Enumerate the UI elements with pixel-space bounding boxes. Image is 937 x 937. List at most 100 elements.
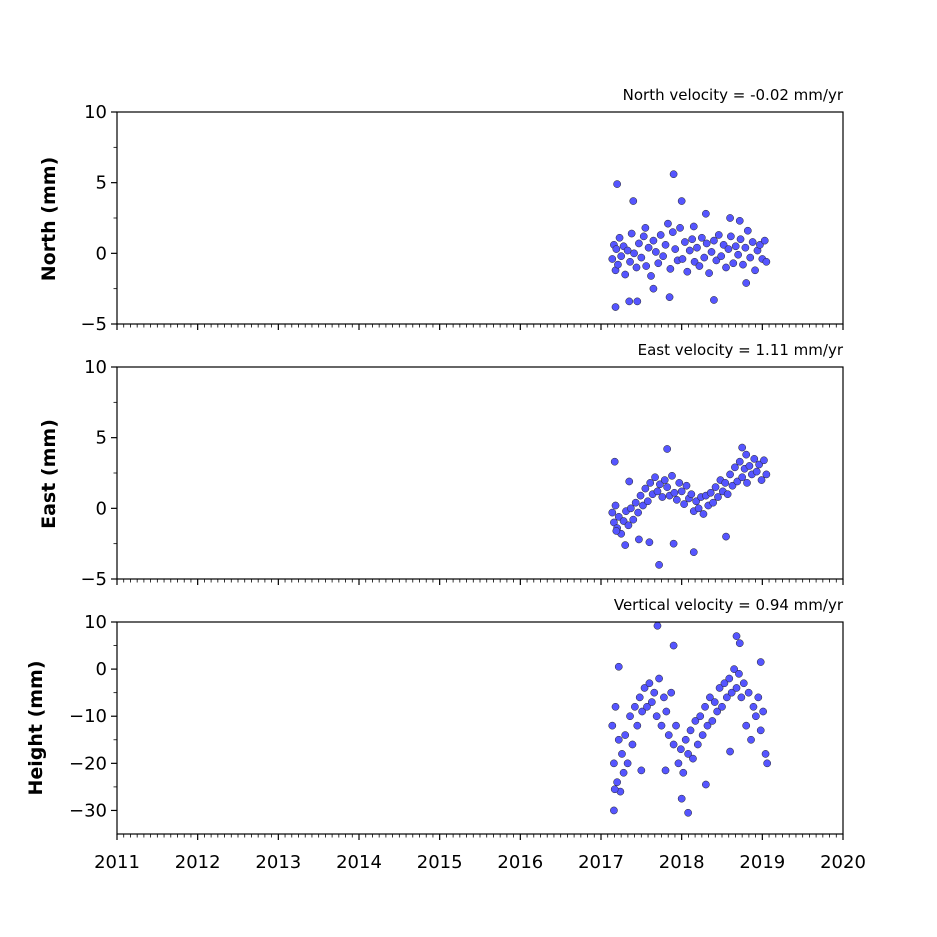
height-data-point xyxy=(610,785,619,794)
east-data-point xyxy=(663,445,672,453)
east-data-point xyxy=(634,508,642,517)
east-data-point xyxy=(636,491,645,500)
height-data-point xyxy=(686,726,695,735)
north-scatter-points xyxy=(608,170,771,311)
north-data-point xyxy=(668,228,677,236)
height-data-point xyxy=(640,684,649,692)
north-data-point xyxy=(734,250,742,259)
east-data-point xyxy=(651,473,659,482)
height-data-point xyxy=(610,806,618,815)
north-data-point xyxy=(635,239,643,248)
north-data-point xyxy=(707,248,716,256)
north-data-point xyxy=(626,257,634,266)
east-data-point xyxy=(658,493,667,501)
north-ylabel: North (mm) xyxy=(38,157,60,282)
north-data-point xyxy=(762,257,771,266)
north-data-point xyxy=(639,232,648,241)
east-data-point xyxy=(612,527,621,535)
east-data-point xyxy=(687,490,696,499)
east-data-point xyxy=(614,512,623,521)
east-data-point xyxy=(608,508,617,517)
height-data-point xyxy=(756,726,765,735)
north-data-point xyxy=(623,246,632,255)
east-data-point xyxy=(680,500,688,508)
north-data-point xyxy=(700,253,709,262)
east-data-point xyxy=(675,479,684,487)
height-xtick-label: 2019 xyxy=(739,852,785,873)
north-data-point xyxy=(719,241,728,249)
height-data-point xyxy=(669,740,678,749)
east-ytick-label: 5 xyxy=(96,428,107,449)
east-data-point xyxy=(645,538,654,547)
height-data-point xyxy=(718,702,726,711)
height-plot-frame xyxy=(116,621,844,835)
north-data-point xyxy=(760,236,769,245)
east-data-point xyxy=(689,548,698,557)
height-data-point xyxy=(726,747,734,756)
height-data-point xyxy=(720,679,729,688)
north-data-point xyxy=(702,209,710,218)
east-ytick-label: 0 xyxy=(96,498,107,519)
north-data-point xyxy=(664,219,672,228)
east-data-point xyxy=(743,479,751,487)
north-data-point xyxy=(697,233,706,242)
height-data-point xyxy=(621,731,630,739)
height-data-point xyxy=(619,768,628,777)
north-data-point xyxy=(756,241,764,249)
east-data-point xyxy=(738,443,747,452)
north-data-point xyxy=(633,297,642,306)
east-data-point xyxy=(711,483,720,491)
north-data-point xyxy=(714,231,723,239)
height-data-point xyxy=(645,679,654,688)
height-data-point xyxy=(696,712,705,721)
height-data-point xyxy=(737,693,746,702)
east-data-point xyxy=(682,481,691,490)
north-data-point xyxy=(649,284,658,293)
east-data-point xyxy=(655,561,663,569)
height-data-point xyxy=(664,731,673,739)
height-data-point xyxy=(747,735,755,744)
east-data-point xyxy=(714,493,722,501)
north-data-point xyxy=(627,229,636,238)
height-data-point xyxy=(647,698,656,706)
height-xtick-label: 2014 xyxy=(336,852,382,873)
height-data-point xyxy=(722,693,731,702)
east-data-point xyxy=(621,541,630,549)
north-data-point xyxy=(743,226,752,235)
north-ytick-label: 0 xyxy=(96,243,107,264)
height-data-point xyxy=(657,721,666,730)
north-data-point xyxy=(644,243,653,252)
east-data-point xyxy=(722,532,730,541)
height-xtick-label: 2020 xyxy=(820,852,866,873)
north-data-point xyxy=(712,256,721,265)
east-data-point xyxy=(610,457,619,466)
east-plot-frame xyxy=(116,366,844,580)
east-data-point xyxy=(631,498,640,507)
north-data-point xyxy=(621,270,630,279)
height-data-point xyxy=(669,641,678,650)
north-data-point xyxy=(612,245,621,253)
north-data-point xyxy=(736,235,745,244)
north-data-point xyxy=(705,269,713,277)
north-data-point xyxy=(625,297,634,306)
height-data-point xyxy=(608,721,617,730)
east-data-point xyxy=(706,488,715,497)
north-data-point xyxy=(748,238,757,246)
height-data-point xyxy=(618,750,626,758)
north-data-point xyxy=(724,245,733,253)
north-data-point xyxy=(689,222,698,231)
east-velocity-label: East velocity = 1.11 mm/yr xyxy=(638,341,844,359)
height-data-point xyxy=(633,721,642,730)
east-data-point xyxy=(733,477,742,486)
east-data-point xyxy=(669,539,678,548)
north-data-point xyxy=(666,265,675,273)
east-data-point xyxy=(663,483,672,491)
east-data-point xyxy=(699,510,708,518)
north-data-point xyxy=(742,279,751,287)
height-data-point xyxy=(677,745,685,754)
east-data-point xyxy=(660,476,669,484)
north-data-point xyxy=(615,233,624,242)
north-data-point xyxy=(671,245,680,253)
north-data-point xyxy=(641,224,650,232)
east-axes: −5 0 5 10 xyxy=(80,357,844,590)
